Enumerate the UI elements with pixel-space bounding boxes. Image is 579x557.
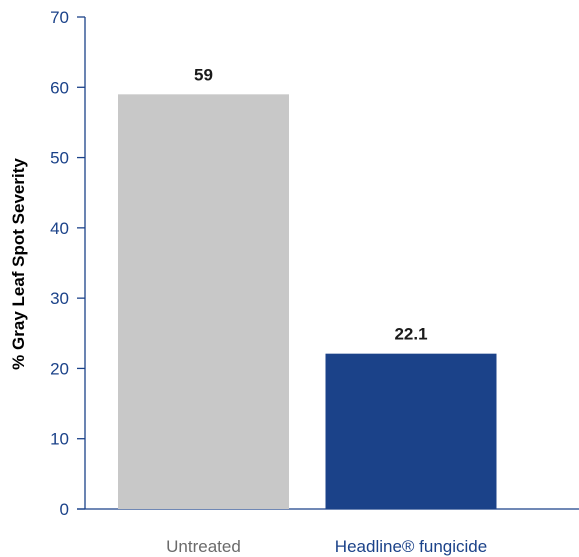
bars: 59 22.1 bbox=[118, 65, 497, 510]
bar-value-label: 22.1 bbox=[394, 325, 427, 344]
y-tick-label: 60 bbox=[50, 78, 69, 97]
x-tick-label: Untreated bbox=[166, 537, 241, 556]
y-ticks: 0 10 20 30 40 50 60 70 bbox=[50, 8, 85, 519]
y-axis-title: % Gray Leaf Spot Severity bbox=[9, 158, 28, 370]
y-tick-label: 40 bbox=[50, 219, 69, 238]
y-tick-label: 20 bbox=[50, 359, 69, 378]
bar-value-label: 59 bbox=[194, 65, 213, 84]
y-tick-label: 50 bbox=[50, 149, 69, 168]
y-tick-label: 70 bbox=[50, 8, 69, 27]
x-ticks: Untreated Headline® fungicide bbox=[166, 537, 487, 556]
bar bbox=[118, 94, 289, 510]
bar bbox=[325, 353, 497, 509]
x-tick-label: Headline® fungicide bbox=[335, 537, 487, 556]
y-tick-label: 0 bbox=[60, 500, 69, 519]
y-tick-label: 10 bbox=[50, 430, 69, 449]
y-tick-label: 30 bbox=[50, 289, 69, 308]
